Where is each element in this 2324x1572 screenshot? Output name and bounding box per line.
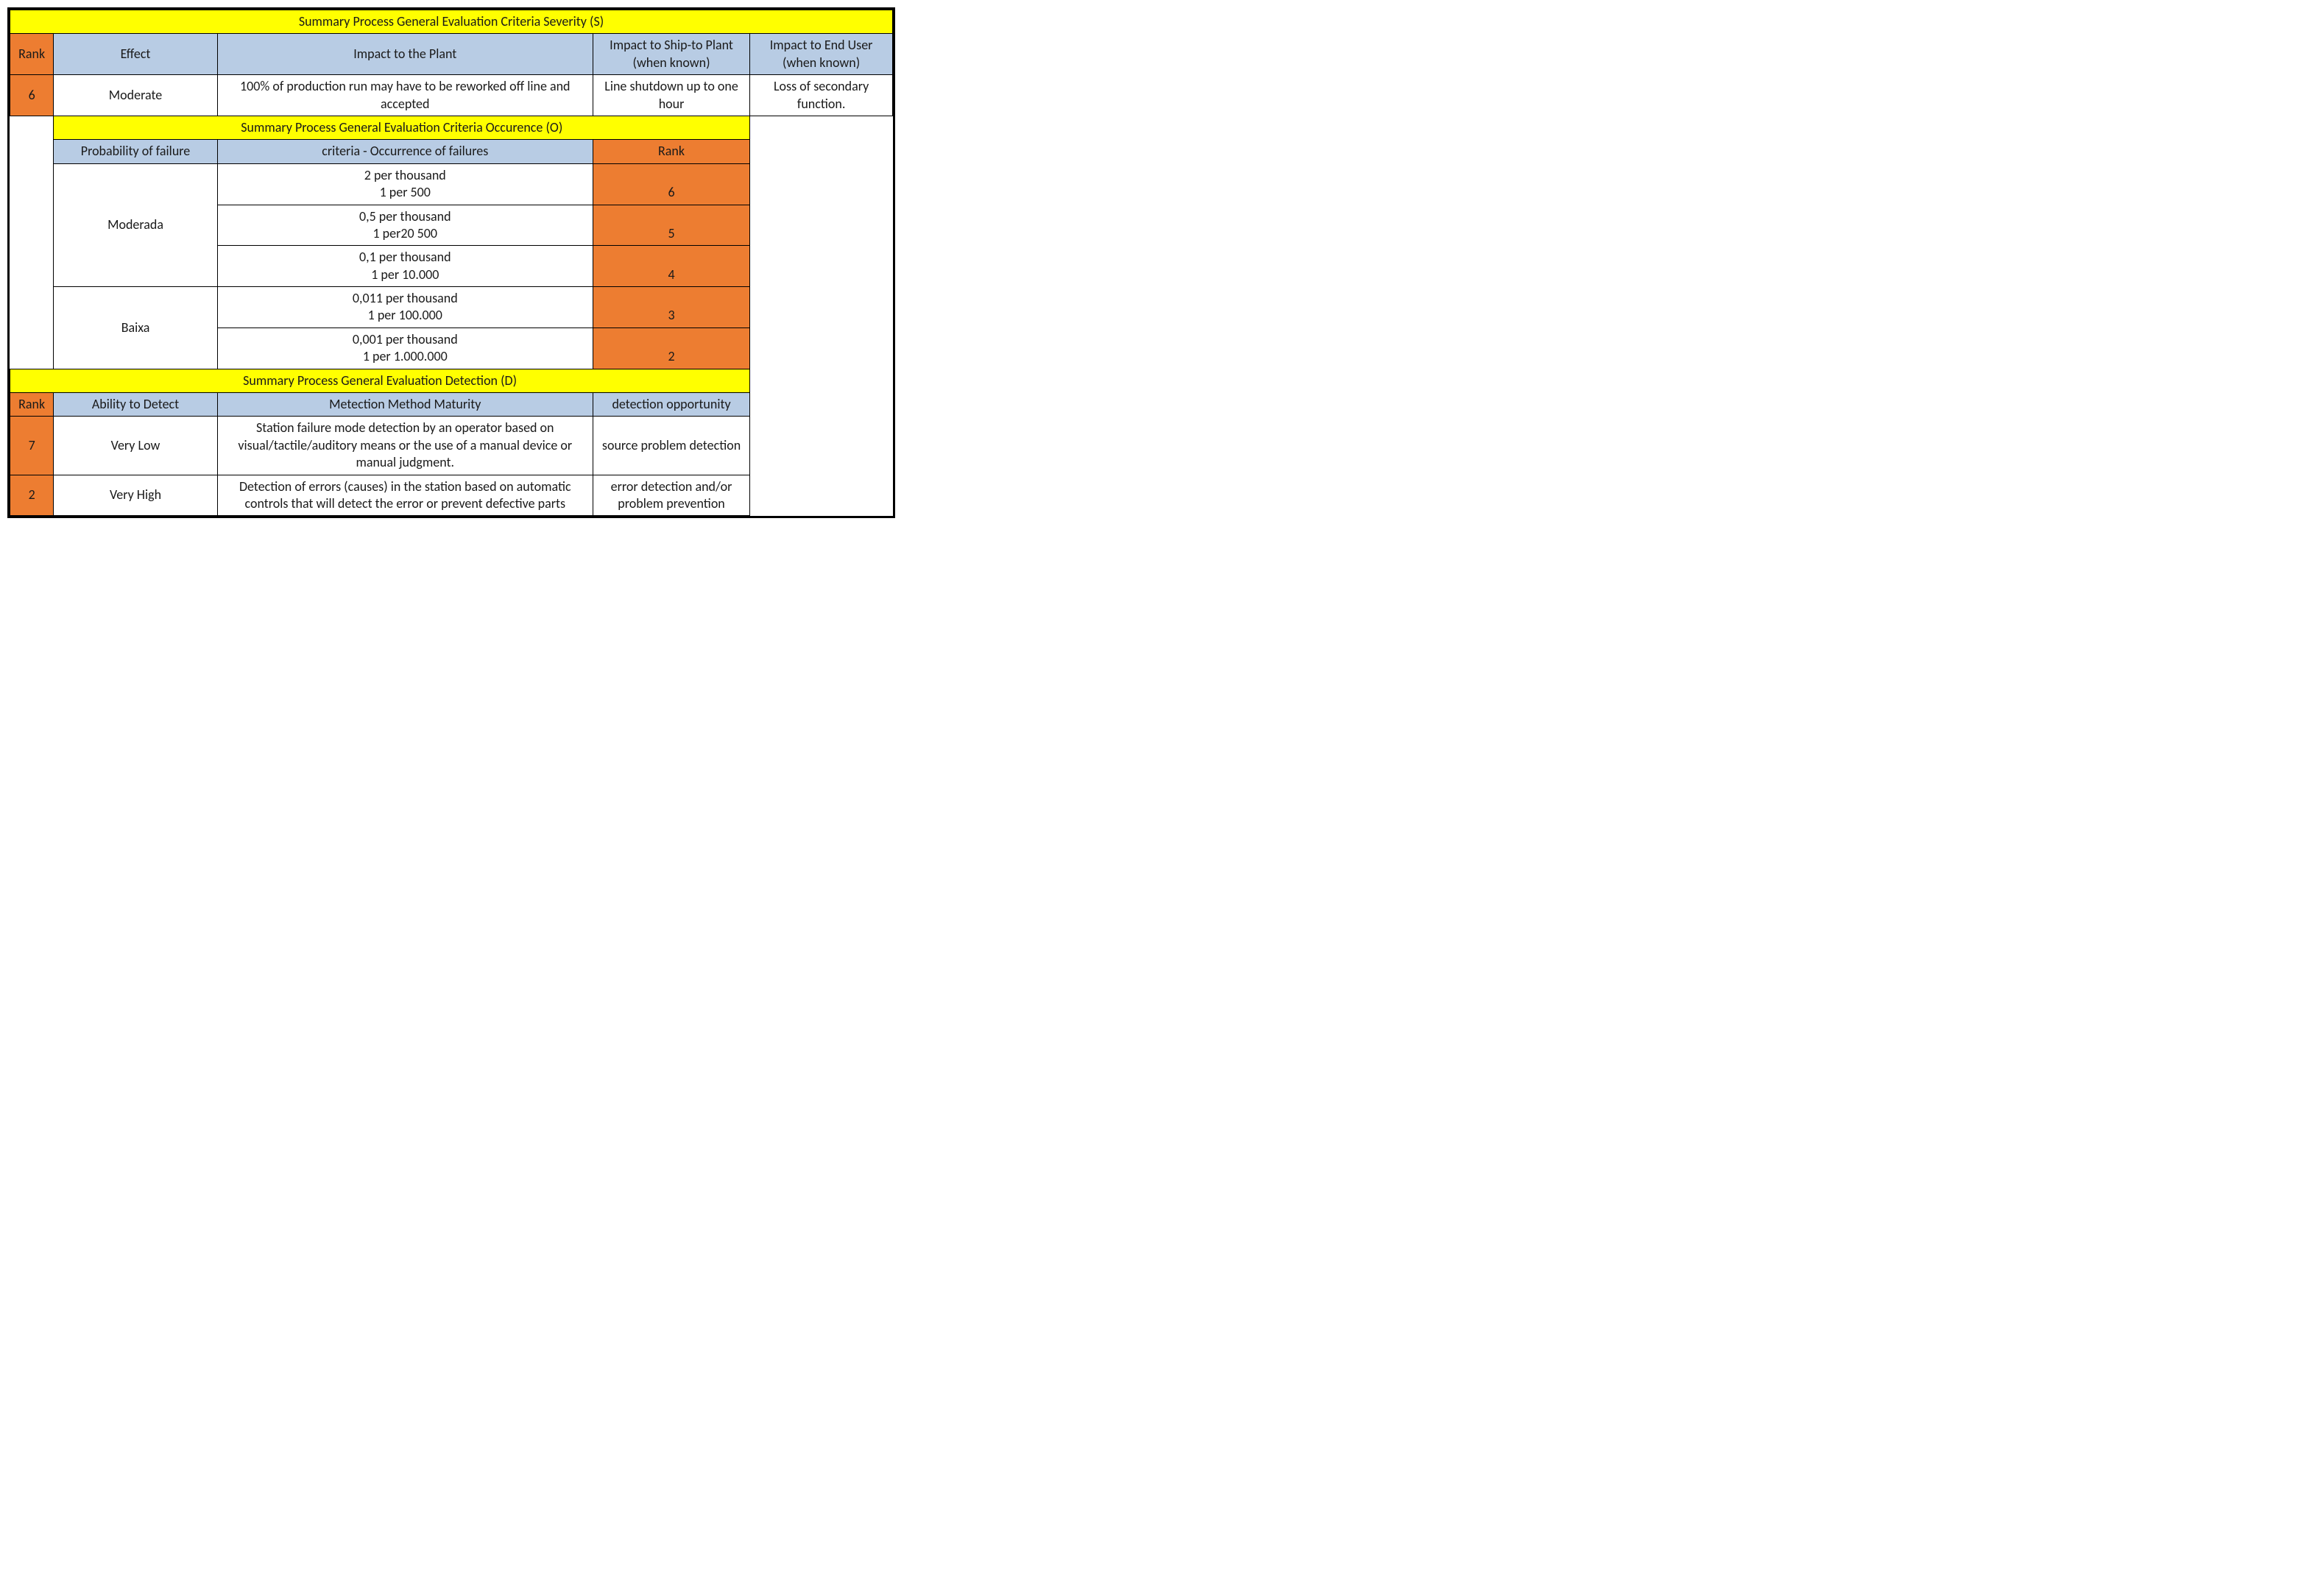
severity-impact-enduser-cell: Loss of secondary function.	[750, 75, 893, 116]
occurrence-header-prob: Probability of failure	[54, 140, 217, 163]
occurrence-prob-cell: Baixa	[54, 287, 217, 369]
occurrence-criteria-line1: 0,5 per thousand	[359, 208, 451, 224]
occurrence-criteria-cell: 0,5 per thousand 1 per20 500	[217, 205, 593, 246]
detection-opportunity-cell: source problem detection	[593, 417, 749, 475]
occurrence-criteria-cell: 2 per thousand 1 per 500	[217, 163, 593, 205]
detection-method-cell: Detection of errors (causes) in the stat…	[217, 475, 593, 516]
occurrence-criteria-cell: 0,011 per thousand 1 per 100.000	[217, 287, 593, 328]
detection-ability-cell: Very High	[54, 475, 217, 516]
occurrence-header-rank: Rank	[593, 140, 749, 163]
occurrence-rank-cell: 4	[593, 246, 749, 287]
detection-header-rank: Rank	[10, 393, 54, 417]
detection-method-cell: Station failure mode detection by an ope…	[217, 417, 593, 475]
severity-title: Summary Process General Evaluation Crite…	[10, 10, 893, 34]
detection-rank-cell: 2	[10, 475, 54, 516]
severity-impact-shipto-cell: Line shutdown up to one hour	[593, 75, 749, 116]
detection-row: 7 Very Low Station failure mode detectio…	[10, 417, 893, 475]
occurrence-criteria-line1: 2 per thousand	[364, 167, 446, 183]
occurrence-rank-cell: 2	[593, 328, 749, 369]
occurrence-criteria-line2: 1 per 500	[380, 184, 431, 200]
detection-title: Summary Process General Evaluation Detec…	[10, 369, 750, 392]
severity-header-rank: Rank	[10, 34, 54, 75]
detection-opportunity-cell: error detection and/or problem preventio…	[593, 475, 749, 516]
detection-header-ability: Ability to Detect	[54, 393, 217, 417]
occurrence-row: Moderada 2 per thousand 1 per 500 6	[10, 163, 893, 205]
occurrence-criteria-line2: 1 per 10.000	[371, 266, 439, 283]
severity-header-impact-shipto: Impact to Ship-to Plant (when known)	[593, 34, 749, 75]
fmea-table: Summary Process General Evaluation Crite…	[10, 10, 893, 516]
detection-header-method: Metection Method Maturity	[217, 393, 593, 417]
detection-header-opportunity: detection opportunity	[593, 393, 749, 417]
occurrence-criteria-line1: 0,1 per thousand	[359, 249, 451, 265]
severity-impact-plant-cell: 100% of production run may have to be re…	[217, 75, 593, 116]
occurrence-criteria-line1: 0,011 per thousand	[353, 290, 458, 306]
occurrence-title: Summary Process General Evaluation Crite…	[54, 116, 750, 139]
occurrence-criteria-line2: 1 per 1.000.000	[363, 348, 448, 364]
severity-rank-cell: 6	[10, 75, 54, 116]
occurrence-rank-cell: 5	[593, 205, 749, 246]
occurrence-criteria-cell: 0,1 per thousand 1 per 10.000	[217, 246, 593, 287]
fmea-criteria-tables: Summary Process General Evaluation Crite…	[7, 7, 895, 518]
occurrence-criteria-line1: 0,001 per thousand	[353, 331, 458, 347]
occurrence-criteria-cell: 0,001 per thousand 1 per 1.000.000	[217, 328, 593, 369]
severity-header-impact-enduser: Impact to End User (when known)	[750, 34, 893, 75]
detection-rank-cell: 7	[10, 417, 54, 475]
severity-effect-cell: Moderate	[54, 75, 217, 116]
detection-ability-cell: Very Low	[54, 417, 217, 475]
occurrence-prob-cell: Moderada	[54, 163, 217, 286]
occurrence-row: Baixa 0,011 per thousand 1 per 100.000 3	[10, 287, 893, 328]
severity-header-impact-plant: Impact to the Plant	[217, 34, 593, 75]
occurrence-criteria-line2: 1 per20 500	[372, 225, 437, 241]
detection-row: 2 Very High Detection of errors (causes)…	[10, 475, 893, 516]
occurrence-criteria-line2: 1 per 100.000	[368, 307, 442, 323]
severity-row: 6 Moderate 100% of production run may ha…	[10, 75, 893, 116]
occurrence-rank-cell: 3	[593, 287, 749, 328]
occurrence-rank-cell: 6	[593, 163, 749, 205]
occurrence-header-criteria: criteria - Occurrence of failures	[217, 140, 593, 163]
severity-header-effect: Effect	[54, 34, 217, 75]
